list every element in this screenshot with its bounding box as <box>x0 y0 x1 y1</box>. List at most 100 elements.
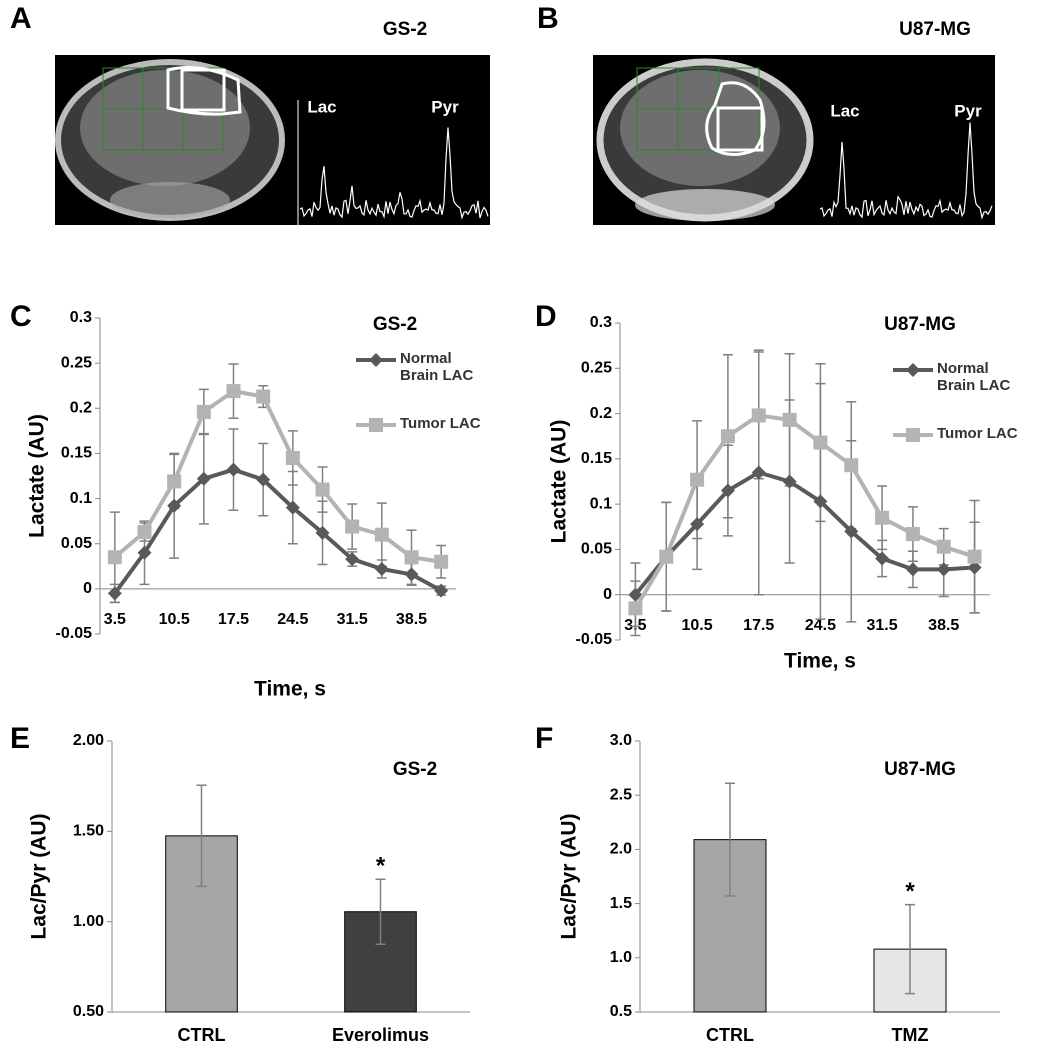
x-tick-label: 3.5 <box>104 611 126 628</box>
marker <box>345 519 360 534</box>
y-tick-label: 0.2 <box>590 405 612 422</box>
y-tick-label: 0.3 <box>590 314 612 331</box>
marker <box>196 471 211 486</box>
y-tick-label: 0.05 <box>61 535 92 552</box>
x-tick-label: 24.5 <box>277 611 308 628</box>
marker <box>434 554 449 569</box>
peak-label: Pyr <box>954 101 982 120</box>
marker <box>404 550 419 565</box>
x-tick-label: 24.5 <box>805 617 836 634</box>
x-tick-label: 17.5 <box>743 617 774 634</box>
marker <box>345 552 360 567</box>
annotation: * <box>905 878 915 905</box>
marker <box>967 560 982 575</box>
y-tick-label: 1.5 <box>610 895 632 912</box>
marker <box>875 510 890 525</box>
marker <box>315 525 330 540</box>
marker <box>285 450 300 465</box>
x-axis-label: Time, s <box>254 678 326 701</box>
marker <box>967 549 982 564</box>
y-axis-label: Lactate (AU) <box>548 420 571 544</box>
panel-title: U87-MG <box>899 19 971 40</box>
error-bar <box>375 878 386 945</box>
x-tick-label: CTRL <box>706 1025 754 1045</box>
marker <box>226 462 241 477</box>
y-tick-label: 0.1 <box>70 490 92 507</box>
legend-label: Tumor LAC <box>937 425 1018 442</box>
y-tick-label: 0.25 <box>581 360 612 377</box>
x-tick-label: CTRL <box>178 1025 226 1045</box>
spectrum-b <box>819 122 993 220</box>
y-tick-label: 1.00 <box>73 913 104 930</box>
marker <box>107 550 122 565</box>
marker <box>720 483 735 498</box>
y-axis-label: Lac/Pyr (AU) <box>558 813 581 939</box>
chart-title: U87-MG <box>884 314 956 335</box>
legend-entry: Normal Brain LAC <box>937 360 1011 394</box>
marker <box>844 524 859 539</box>
legend-entry: Normal Brain LAC <box>400 350 474 384</box>
legend-entry: Tumor LAC <box>937 425 1018 442</box>
y-tick-label: 0.15 <box>61 445 92 462</box>
marker <box>936 539 951 554</box>
x-tick-label: 38.5 <box>928 617 959 634</box>
peak-label: Pyr <box>431 97 459 116</box>
error-bar <box>196 784 207 888</box>
marker <box>196 404 211 419</box>
legend-marker <box>369 418 383 432</box>
y-tick-label: 0.2 <box>70 400 92 417</box>
y-tick-label: 1.0 <box>610 949 632 966</box>
marker <box>137 545 152 560</box>
legend-marker <box>369 353 383 367</box>
marker <box>404 567 419 582</box>
marker <box>936 562 951 577</box>
legend-marker <box>906 363 920 377</box>
legend-label: Tumor LAC <box>400 415 481 432</box>
x-tick-label: 10.5 <box>159 611 190 628</box>
marker <box>315 482 330 497</box>
x-tick-label: TMZ <box>892 1025 929 1045</box>
legend-marker <box>906 428 920 442</box>
panel-label: F <box>535 722 553 755</box>
chart-title: U87-MG <box>884 759 956 780</box>
x-tick-label: 31.5 <box>337 611 368 628</box>
peak-label: Lac <box>307 97 336 116</box>
x-tick-label: 38.5 <box>396 611 427 628</box>
panel-label: D <box>535 300 557 333</box>
x-axis-label: Time, s <box>784 650 856 673</box>
chart-title: GS-2 <box>393 759 437 780</box>
x-tick-label: 31.5 <box>867 617 898 634</box>
x-tick-label: 17.5 <box>218 611 249 628</box>
legend-label: Normal Brain LAC <box>937 360 1011 394</box>
y-tick-label: 0.50 <box>73 1003 104 1020</box>
x-tick-label: Everolimus <box>332 1025 429 1045</box>
marker <box>374 527 389 542</box>
chart-title: GS-2 <box>373 314 417 335</box>
marker <box>813 494 828 509</box>
series-line <box>113 467 443 595</box>
marker <box>875 551 890 566</box>
marker <box>628 601 643 616</box>
legend-label: Normal Brain LAC <box>400 350 474 384</box>
marker <box>659 549 674 564</box>
series-line <box>633 470 975 596</box>
y-axis-label: Lac/Pyr (AU) <box>28 813 51 939</box>
panel-title: GS-2 <box>383 19 427 40</box>
y-tick-label: 0 <box>83 580 92 597</box>
marker <box>167 498 182 513</box>
marker <box>107 586 122 601</box>
marker <box>690 472 705 487</box>
y-tick-label: 0.1 <box>590 495 612 512</box>
marker <box>782 474 797 489</box>
marker <box>374 561 389 576</box>
y-tick-label: 3.0 <box>610 732 632 749</box>
panel-label: E <box>10 722 30 755</box>
series-line <box>113 389 442 564</box>
y-tick-label: 0.25 <box>61 354 92 371</box>
annotation: * <box>376 853 386 880</box>
marker <box>905 562 920 577</box>
marker <box>844 458 859 473</box>
marker <box>226 384 241 399</box>
marker <box>256 389 271 404</box>
